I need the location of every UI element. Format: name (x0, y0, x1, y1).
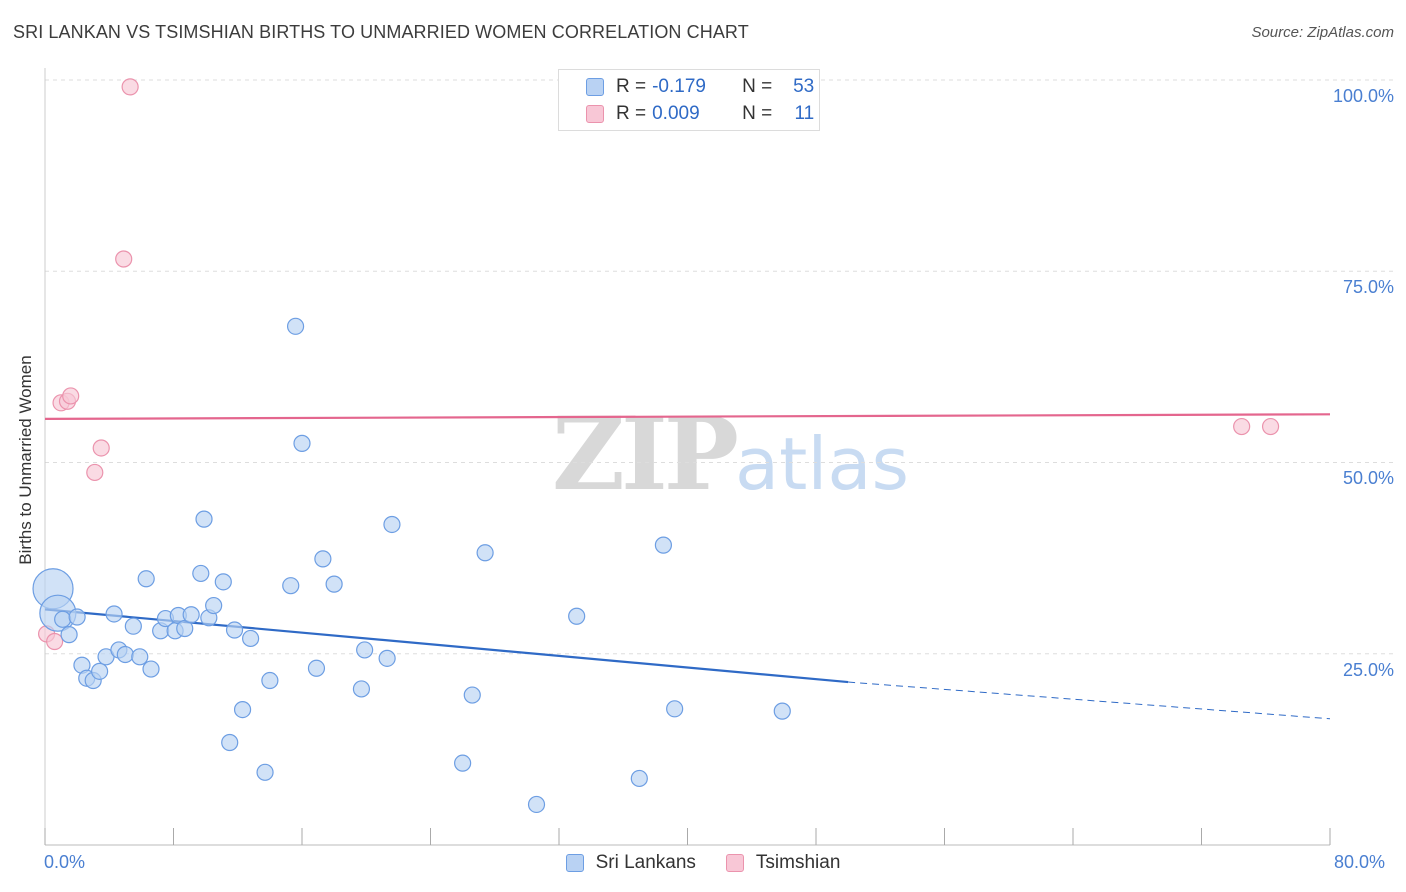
tsimshian-point (121, 78, 139, 96)
sri-lankans-point (352, 680, 371, 698)
sri-lankans-point (325, 575, 343, 593)
x-tick-label: 80.0% (1334, 852, 1386, 872)
y-tick-label: 50.0% (1342, 468, 1394, 488)
sri-lankans-point (307, 659, 326, 677)
sri-lankans-point (356, 641, 374, 659)
correlation-legend: R = -0.179 N = 53 R = 0.009 N = 11 (558, 69, 820, 131)
sri-lankans-point (131, 648, 149, 666)
data-points (32, 78, 1280, 814)
sri-lankans-point (105, 605, 123, 623)
tsimshian-trend-line (44, 413, 1331, 420)
sri-lankans-point (666, 700, 684, 718)
sri-lankans-point (205, 596, 223, 615)
sri-lankans-point (68, 608, 86, 626)
r-value: 0.009 (652, 103, 700, 124)
watermark-atlas: atlas (734, 422, 909, 506)
legend-item-sri-lankans: Sri Lankans (565, 852, 696, 874)
sri-lankans-point (282, 577, 300, 595)
r-label: R = (616, 76, 647, 97)
tsimshian-swatch (586, 105, 604, 123)
trend-lines (44, 413, 1331, 720)
sri-lankans-point (293, 434, 311, 452)
sri-lankans-swatch (565, 854, 584, 872)
tsimshian-point (1261, 417, 1280, 436)
sri-lankans-point (91, 662, 109, 680)
sri-lankans-point (261, 671, 279, 690)
sri-lankans-point (176, 619, 194, 638)
n-label: N = (742, 76, 773, 97)
sri-lankans-point (124, 617, 142, 635)
tsimshian-swatch (725, 854, 744, 872)
sri-lankans-point (286, 317, 305, 335)
legend-row-tsimshian: R = 0.009 N = 11 (586, 102, 814, 126)
sri-lankans-point (314, 550, 332, 568)
grid-lines (45, 79, 1395, 655)
sri-lankans-point (54, 610, 72, 628)
tsimshian-point (86, 463, 104, 482)
sri-lankans-point (214, 573, 232, 591)
sri-lankans-point (192, 564, 210, 583)
legend-item-tsimshian: Tsimshian (725, 852, 841, 874)
watermark-zip: ZIP (552, 395, 739, 513)
n-label: N = (742, 103, 773, 124)
tsimshian-point (62, 387, 80, 405)
r-label: R = (616, 103, 647, 124)
r-value: -0.179 (652, 76, 706, 97)
source-credit: Source: ZipAtlas.com (1251, 24, 1394, 41)
sri-lankans-point (454, 754, 472, 772)
tsimshian-point (1233, 417, 1251, 436)
sri-lankans-point (773, 702, 791, 720)
sri-lankans-point (182, 606, 200, 624)
sri-lankans-point (195, 510, 213, 528)
sri-lankans-point (568, 607, 586, 625)
legend-label: Sri Lankans (595, 852, 696, 873)
y-axis-label: Births to Unmarried Women (16, 355, 35, 565)
sri-lankans-point (116, 645, 134, 664)
sri-lankans-point (630, 769, 648, 788)
sri-lankans-point (654, 536, 673, 554)
axes (44, 68, 1331, 846)
legend-label: Tsimshian (755, 852, 841, 873)
n-value: 53 (793, 76, 815, 97)
sri-lankans-point (242, 629, 260, 648)
tsimshian-point (92, 439, 110, 457)
y-tick-label: 75.0% (1342, 277, 1394, 297)
sri-lankans-swatch (586, 78, 604, 96)
tsimshian-point (46, 632, 64, 651)
sri-lankans-point (225, 621, 244, 639)
watermark: ZIPatlas (552, 395, 909, 513)
sri-lankans-point (137, 570, 155, 588)
y-tick-label: 100.0% (1332, 86, 1394, 106)
y-tick-label: 25.0% (1342, 660, 1394, 680)
sri-lankans-point (142, 660, 160, 678)
sri-lankans-point (378, 649, 396, 667)
series-legend: Sri Lankans Tsimshian (0, 852, 1406, 874)
sri-lankans-point (527, 795, 546, 814)
sri-lankans-point (221, 733, 239, 752)
tsimshian-point (115, 250, 133, 268)
legend-row-sri-lankans: R = -0.179 N = 53 (586, 75, 814, 99)
sri-lankans-trend-extension (848, 681, 1331, 720)
n-value: 11 (794, 103, 815, 124)
chart-title: SRI LANKAN VS TSIMSHIAN BIRTHS TO UNMARR… (13, 22, 749, 42)
sri-lankans-point (383, 515, 401, 534)
sri-lankans-point (476, 544, 494, 562)
sri-lankans-point (60, 626, 78, 644)
sri-lankans-point (233, 700, 252, 719)
sri-lankans-point (256, 763, 274, 781)
x-tick-label: 0.0% (44, 852, 86, 872)
sri-lankans-point (463, 686, 481, 704)
